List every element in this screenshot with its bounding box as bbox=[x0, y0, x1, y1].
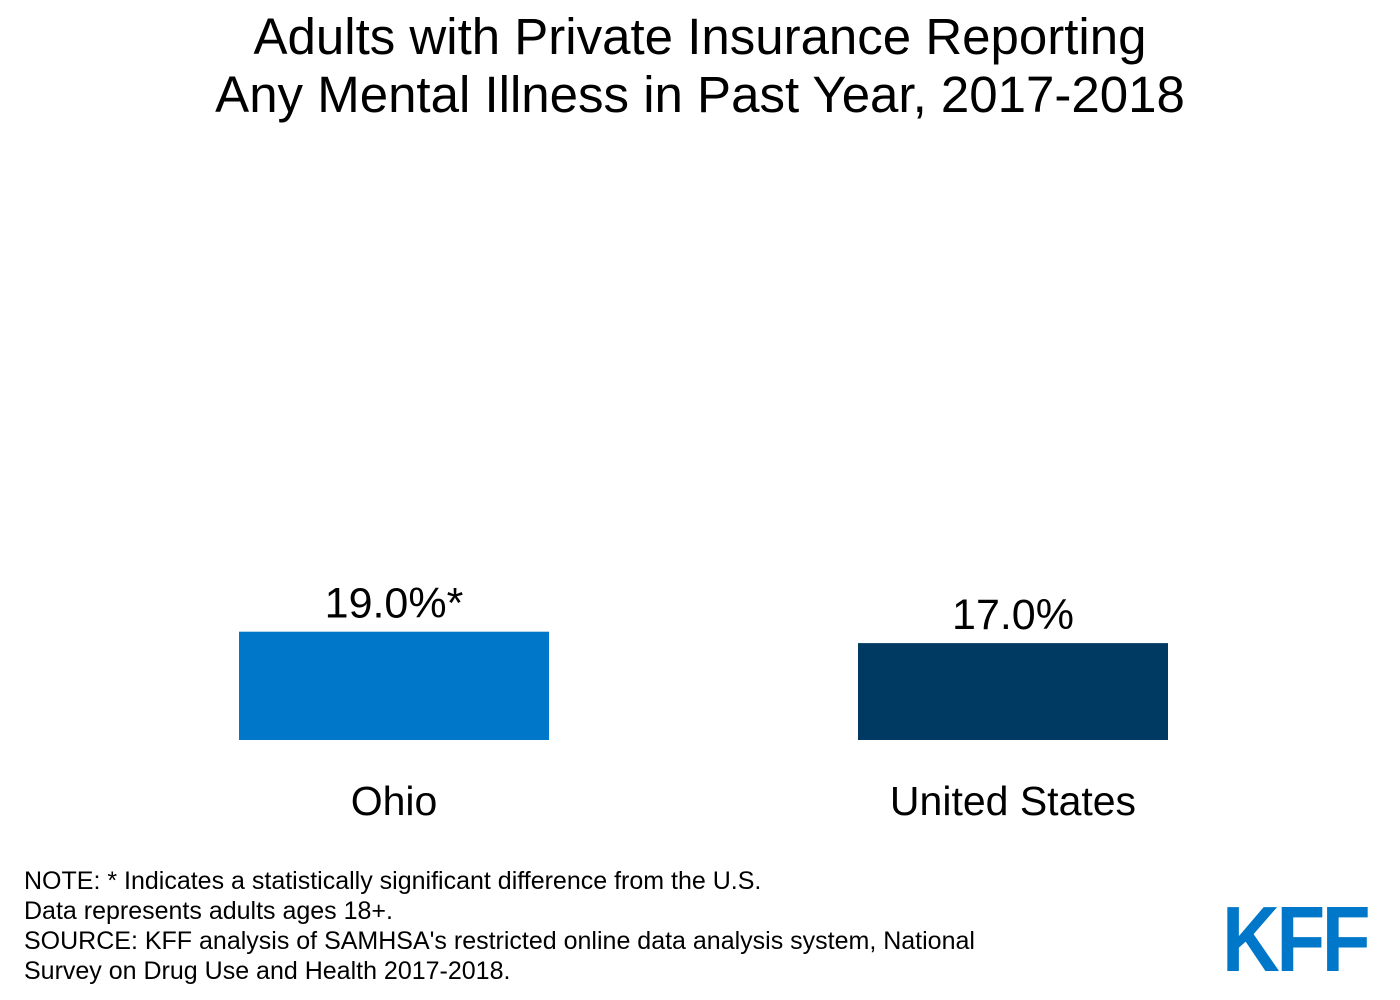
data-label: 17.0% bbox=[952, 591, 1074, 639]
category-label: Ohio bbox=[351, 778, 438, 824]
bar-united-states bbox=[858, 643, 1168, 740]
data-label: 19.0%* bbox=[325, 580, 464, 628]
chart-title: Adults with Private Insurance Reporting … bbox=[0, 8, 1400, 124]
source-line: SOURCE: KFF analysis of SAMHSA's restric… bbox=[24, 927, 975, 955]
note-line: Data represents adults ages 18+. bbox=[24, 897, 393, 925]
chart-title-line-1: Adults with Private Insurance Reporting bbox=[253, 8, 1147, 65]
kff-logo: KFF bbox=[1222, 887, 1371, 991]
bar-ohio bbox=[239, 631, 549, 740]
note-line: NOTE: * Indicates a statistically signif… bbox=[24, 867, 762, 895]
chart-title-line-2: Any Mental Illness in Past Year, 2017-20… bbox=[215, 66, 1185, 123]
chart-notes: NOTE: * Indicates a statistically signif… bbox=[24, 866, 975, 986]
category-label: United States bbox=[890, 778, 1136, 824]
source-line: Survey on Drug Use and Health 2017-2018. bbox=[24, 957, 511, 985]
